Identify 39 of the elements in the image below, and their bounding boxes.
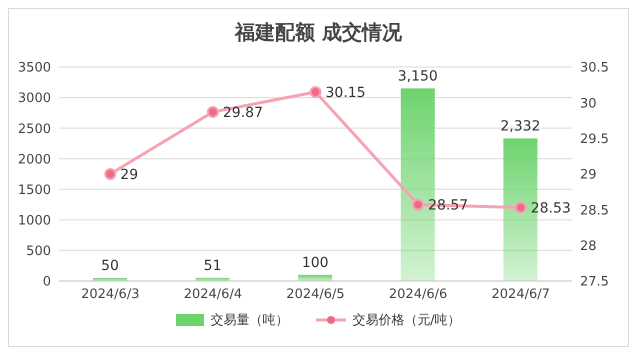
legend-label: 交易价格（元/吨）	[352, 312, 461, 329]
data-label: 30.15	[326, 84, 366, 101]
bar	[298, 274, 332, 281]
y-tick-label: 2000	[18, 152, 51, 168]
y-tick-label: 500	[26, 244, 51, 260]
y-tick-label: 3000	[18, 91, 51, 106]
data-label: 51	[204, 258, 222, 274]
chart-title: 福建配额 成交情况	[233, 19, 403, 46]
data-label: 29	[120, 167, 138, 183]
x-tick-label: 2024/6/4	[184, 287, 242, 302]
data-label: 2,332	[500, 118, 540, 134]
point	[514, 202, 527, 214]
data-label: 100	[302, 254, 329, 271]
data-label: 3,150	[398, 68, 438, 84]
point	[310, 86, 322, 98]
x-tick-label: 2024/6/7	[492, 287, 550, 302]
point	[206, 106, 219, 118]
y-tick-label: 0	[42, 274, 51, 290]
data-label: 29.87	[222, 104, 263, 121]
y2-tick-label: 30	[580, 96, 597, 112]
x-tick-label: 2024/6/5	[286, 287, 345, 302]
y2-tick-label: 28	[580, 238, 597, 254]
y2-tick-label: 28.5	[580, 203, 609, 218]
y-tick-label: 1000	[18, 213, 51, 228]
y2-tick-label: 29.5	[580, 132, 609, 147]
x-tick-label: 2024/6/3	[81, 287, 140, 302]
y2-tick-label: 27.5	[580, 274, 609, 290]
data-label: 28.53	[530, 200, 571, 217]
y-tick-label: 3500	[18, 60, 51, 76]
data-label: 50	[101, 258, 119, 274]
point	[412, 198, 424, 211]
y2-tick-label: 30.5	[580, 60, 609, 76]
legend-label: 交易量（吨）	[210, 312, 288, 329]
point	[104, 168, 116, 180]
y-tick-label: 1500	[18, 182, 51, 198]
y2-tick-label: 29	[580, 168, 597, 183]
data-label: 28.57	[428, 198, 468, 214]
y-tick-label: 2500	[18, 122, 51, 137]
x-tick-label: 2024/6/6	[388, 287, 448, 302]
